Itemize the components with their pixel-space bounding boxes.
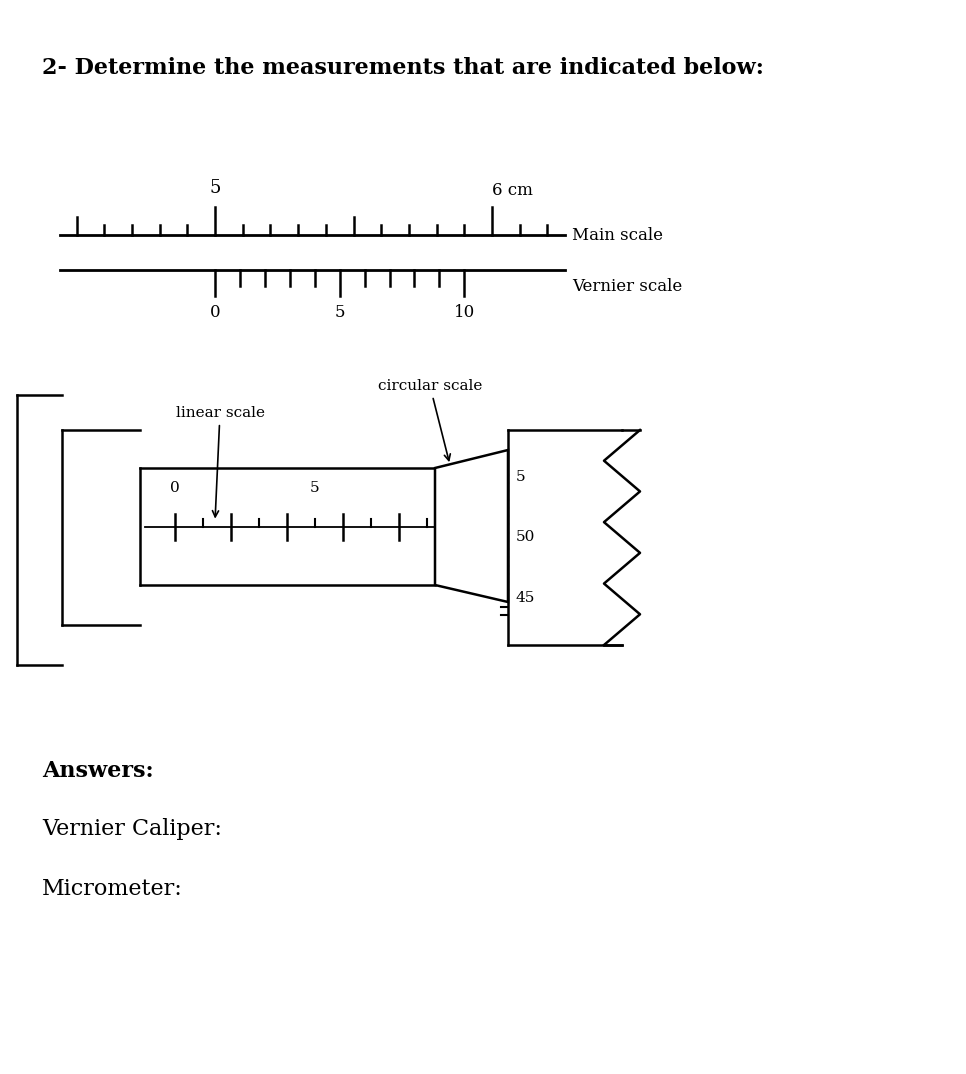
Text: 50: 50 <box>516 529 535 545</box>
Text: Answers:: Answers: <box>42 760 154 782</box>
Text: 5: 5 <box>334 304 345 321</box>
Text: circular scale: circular scale <box>378 379 482 461</box>
Text: Micrometer:: Micrometer: <box>42 879 183 900</box>
Text: Vernier scale: Vernier scale <box>572 278 682 295</box>
Text: 45: 45 <box>516 591 535 605</box>
Polygon shape <box>435 450 508 603</box>
Text: 2- Determine the measurements that are indicated below:: 2- Determine the measurements that are i… <box>42 57 764 79</box>
Text: 0: 0 <box>170 481 180 495</box>
Text: 10: 10 <box>454 304 475 321</box>
Text: 6 cm: 6 cm <box>492 182 533 199</box>
Text: 5: 5 <box>516 470 526 484</box>
Text: linear scale: linear scale <box>176 406 265 517</box>
Text: Vernier Caliper:: Vernier Caliper: <box>42 818 222 840</box>
Text: 5: 5 <box>310 481 320 495</box>
Text: 5: 5 <box>210 179 220 197</box>
Text: Main scale: Main scale <box>572 227 663 244</box>
Text: 0: 0 <box>210 304 220 321</box>
